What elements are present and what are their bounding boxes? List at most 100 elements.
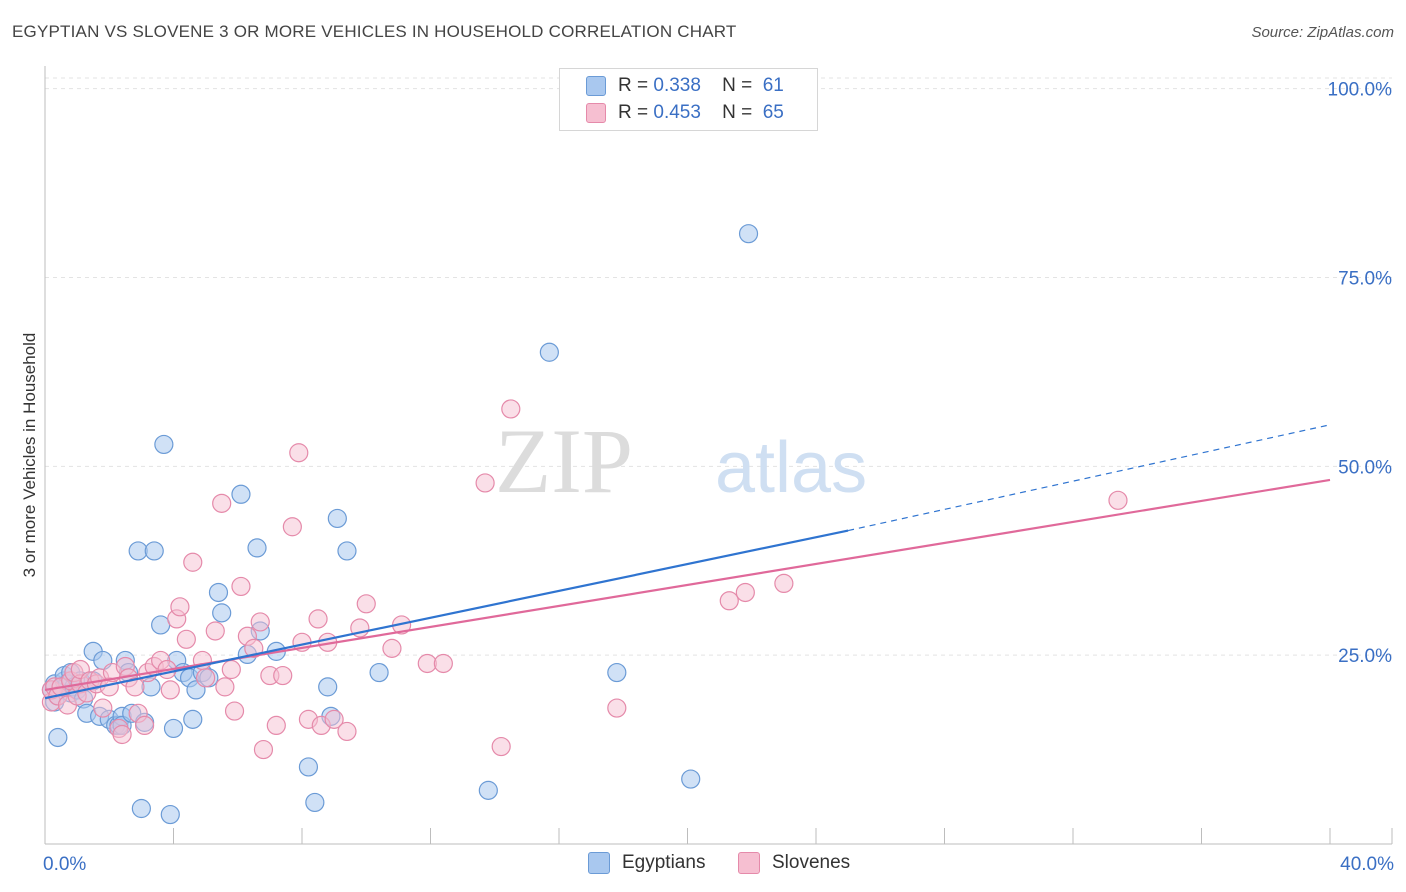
- egyptians-point: [681, 769, 701, 789]
- egyptians-point: [231, 484, 251, 504]
- legend-n-value-egyptians: 61: [762, 75, 784, 96]
- y-tick-label: 100.0%: [1328, 80, 1393, 101]
- stats-legend: R = 0.338 N = 61 R = 0.453 N = 65: [559, 68, 818, 131]
- slovenes-point: [231, 576, 251, 597]
- slovenes-point: [176, 629, 196, 649]
- slovenes-point: [491, 736, 511, 757]
- slovenes-point: [417, 653, 437, 674]
- slovenes-point: [93, 698, 113, 718]
- axis-labels: 25.0% 50.0% 75.0% 100.0% 0.0% 40.0% 3 or more …: [20, 80, 1394, 875]
- slovenes-point: [212, 493, 232, 513]
- series-swatch-egyptians: [588, 852, 610, 874]
- slovenes-point: [356, 594, 376, 614]
- slovenes-trend-line: [44, 478, 1331, 691]
- watermark-zip: ZIP: [495, 410, 633, 512]
- slovenes-point: [160, 680, 180, 700]
- slovenes-point: [1108, 490, 1128, 510]
- chart-title: EGYPTIAN VS SLOVENE 3 OR MORE VEHICLES I…: [12, 22, 737, 41]
- egyptians-point: [539, 342, 559, 362]
- x-tick-label-min: 0.0%: [43, 854, 86, 875]
- slovenes-point: [501, 399, 521, 419]
- watermark: ZIP atlas: [495, 410, 867, 512]
- slovenes-point: [337, 721, 357, 742]
- series-legend-egyptians: Egyptians: [588, 852, 705, 874]
- slovenes-point: [253, 739, 274, 760]
- slovenes-point: [433, 653, 453, 674]
- egyptians-point: [183, 709, 203, 729]
- slovenes-point: [282, 517, 302, 537]
- source-label: Source: ZipAtlas.com: [1251, 24, 1394, 41]
- egyptians-point: [48, 727, 68, 748]
- egyptians-point: [151, 615, 171, 635]
- egyptians-point: [144, 541, 164, 561]
- egyptians-trend-line: [44, 529, 849, 700]
- legend-text-egyptians: R = 0.338 N = 61: [618, 75, 784, 97]
- legend-swatch-egyptians: [586, 76, 606, 96]
- slovenes-point: [324, 709, 344, 729]
- egyptians-point: [212, 603, 232, 623]
- slovenes-point: [735, 582, 755, 603]
- slovenes-point: [134, 715, 155, 736]
- egyptians-trend-extension: [847, 424, 1331, 532]
- slovenes-point: [205, 621, 225, 641]
- watermark-atlas: atlas: [715, 428, 867, 508]
- egyptians-point: [298, 757, 319, 777]
- egyptians-point: [154, 434, 174, 455]
- egyptians-point: [607, 662, 627, 683]
- slovenes-point: [250, 612, 270, 632]
- legend-text-slovenes: R = 0.453 N = 65: [618, 102, 784, 124]
- slovenes-point: [273, 665, 293, 686]
- legend-r-label: R =: [618, 75, 649, 96]
- slovenes-point: [382, 638, 402, 658]
- series-legend-slovenes: Slovenes: [738, 852, 850, 874]
- y-tick-label: 50.0%: [1338, 457, 1392, 478]
- y-tick-label: 75.0%: [1338, 268, 1392, 289]
- slovenes-point: [607, 698, 627, 718]
- series-swatch-slovenes: [738, 852, 760, 874]
- legend-n-label: N =: [722, 75, 753, 96]
- egyptians-point: [128, 541, 148, 561]
- egyptians-point: [247, 538, 267, 558]
- trend-lines: [44, 424, 1331, 700]
- legend-r-label: R =: [618, 102, 649, 123]
- y-axis-title: 3 or more Vehicles in Household: [20, 333, 39, 578]
- slovenes-point: [308, 609, 328, 629]
- egyptians-point: [208, 582, 229, 603]
- egyptians-point: [369, 662, 389, 683]
- egyptians-point: [131, 798, 151, 819]
- series-label-slovenes: Slovenes: [772, 852, 851, 873]
- axes: [44, 66, 1393, 845]
- egyptians-point: [318, 677, 338, 697]
- y-tick-label: 25.0%: [1338, 646, 1392, 667]
- legend-swatch-slovenes: [586, 103, 606, 123]
- egyptians-point: [337, 541, 357, 561]
- egyptians-point: [738, 224, 759, 244]
- series-label-egyptians: Egyptians: [622, 852, 706, 873]
- legend-n-value-slovenes: 65: [762, 102, 784, 123]
- slovenes-point: [221, 659, 241, 680]
- legend-n-label: N =: [722, 102, 753, 123]
- egyptians-point: [163, 718, 184, 739]
- grid-lines: [45, 77, 1392, 656]
- legend-r-value-egyptians: 0.338: [653, 75, 701, 96]
- slovenes-point: [719, 591, 739, 611]
- egyptians-point: [327, 508, 347, 529]
- slovenes-point: [125, 677, 145, 697]
- slovenes-point: [170, 597, 190, 617]
- slovenes-point: [774, 573, 794, 594]
- egyptians-points: [41, 224, 759, 825]
- slovenes-point: [289, 443, 309, 463]
- slovenes-point: [215, 677, 235, 697]
- slovenes-point: [266, 715, 286, 736]
- egyptians-point: [160, 804, 180, 825]
- slovenes-point: [224, 701, 245, 721]
- slovenes-point: [196, 668, 216, 688]
- slovenes-point: [183, 552, 203, 572]
- slovenes-point: [112, 724, 132, 745]
- legend-r-value-slovenes: 0.453: [653, 102, 701, 123]
- slovenes-point: [475, 473, 495, 493]
- x-tick-label-max: 40.0%: [1340, 854, 1394, 875]
- egyptians-point: [305, 792, 325, 813]
- egyptians-point: [478, 780, 498, 800]
